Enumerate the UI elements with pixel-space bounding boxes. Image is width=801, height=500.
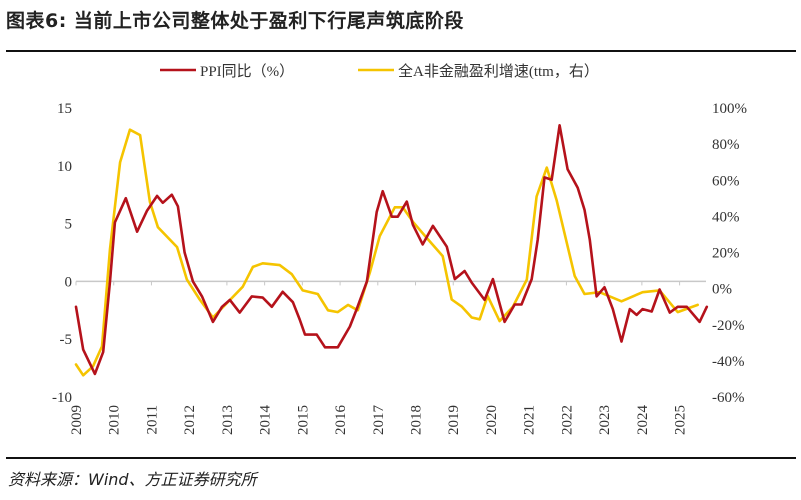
x-tick-label: 2009	[69, 405, 85, 435]
y-right-tick-label: 20%	[712, 246, 740, 262]
x-tick-label: 2024	[635, 405, 651, 436]
x-tick-label: 2014	[258, 405, 274, 436]
y-left-tick-label: 0	[65, 274, 73, 290]
x-tick-label: 2013	[220, 405, 236, 435]
x-tick-label: 2025	[673, 405, 689, 435]
x-tick-label: 2023	[597, 405, 613, 435]
x-tick-label: 2019	[446, 405, 462, 435]
source-note: 资料来源：Wind、方正证券研究所	[8, 470, 257, 489]
y-right-tick-label: 40%	[712, 209, 740, 225]
axes: 2009 2010 2011 2012 2013 2014 2015 2016 2017 2018…	[52, 101, 747, 435]
y-left-tick-label: 15	[57, 101, 72, 117]
x-tick-label: 2012	[182, 405, 198, 435]
x-tick-label: 2015	[295, 405, 311, 435]
y-right-tick-label: 0%	[712, 282, 732, 298]
series-group	[74, 124, 709, 377]
y-right-tick-label: 60%	[712, 173, 740, 189]
y-right-tick-label: 80%	[712, 137, 740, 153]
legend-label-0: PPI同比（%）	[200, 63, 294, 80]
footer-divider	[6, 457, 796, 459]
x-tick-label: 2020	[484, 405, 500, 435]
x-tick-label: 2022	[559, 405, 575, 435]
x-tick-label: 2010	[107, 405, 123, 435]
y-right-tick-label: -60%	[712, 390, 745, 406]
y-left-tick-label: -10	[52, 390, 72, 406]
y-right-tick-label: -40%	[712, 354, 745, 370]
series-line-1	[74, 128, 700, 377]
legend: PPI同比（%） 全A非金融盈利增速(ttm，右）	[160, 62, 599, 80]
x-tick-label: 2016	[333, 405, 349, 436]
x-tick-label: 2021	[522, 405, 538, 435]
chart-title: 图表6: 当前上市公司整体处于盈利下行尾声筑底阶段	[6, 10, 464, 32]
y-right-tick-label: 100%	[712, 101, 747, 117]
series-line-0	[74, 124, 709, 376]
y-left-tick-label: -5	[60, 332, 73, 348]
legend-label-1: 全A非金融盈利增速(ttm，右）	[398, 62, 599, 80]
x-tick-label: 2018	[409, 405, 425, 435]
title-divider	[6, 50, 796, 52]
x-tick-label: 2011	[144, 405, 160, 434]
x-tick-label: 2017	[371, 405, 387, 436]
y-left-tick-label: 5	[65, 217, 73, 233]
y-right-tick-label: -20%	[712, 318, 745, 334]
y-left-tick-label: 10	[57, 159, 72, 175]
